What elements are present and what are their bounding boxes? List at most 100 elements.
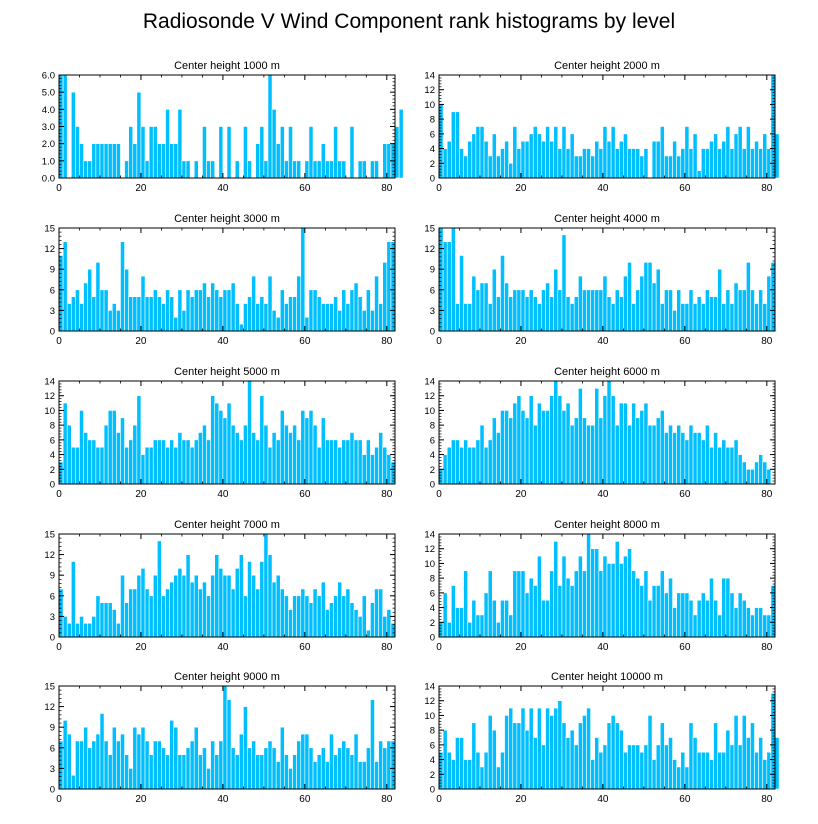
bar <box>193 574 199 638</box>
bar <box>75 622 80 638</box>
bar <box>446 241 452 332</box>
bar <box>255 588 261 638</box>
bar <box>692 303 698 332</box>
bar <box>181 310 187 332</box>
bar <box>107 602 113 638</box>
bar <box>618 296 624 332</box>
bar <box>366 747 371 790</box>
bar <box>95 143 101 179</box>
bar <box>569 303 575 332</box>
bar <box>750 148 755 179</box>
bar <box>664 592 669 638</box>
bar <box>627 424 632 485</box>
bar <box>353 282 359 332</box>
bar <box>210 395 216 485</box>
bar <box>312 588 318 638</box>
bar <box>284 160 289 179</box>
y-tick-label: 9 <box>430 265 435 276</box>
bar <box>733 133 739 179</box>
bar <box>128 439 134 485</box>
x-tick-label: 60 <box>299 642 311 653</box>
bar <box>279 726 285 790</box>
bar <box>680 432 686 485</box>
bar <box>631 744 636 790</box>
bar <box>128 768 134 790</box>
bar <box>238 733 244 790</box>
bar <box>70 296 76 332</box>
bar <box>91 439 97 485</box>
bar <box>541 599 546 638</box>
bar <box>639 751 645 790</box>
bar <box>316 296 322 332</box>
bar <box>504 282 509 332</box>
bar <box>267 275 273 332</box>
bar <box>329 160 334 179</box>
y-tick-label: 8 <box>430 421 435 432</box>
bar <box>500 410 505 485</box>
bar <box>741 148 747 179</box>
bar <box>316 754 322 790</box>
y-tick-label: 9 <box>50 265 55 276</box>
x-tick-label: 60 <box>299 336 311 347</box>
bar <box>337 310 343 332</box>
bar <box>438 468 444 485</box>
bar <box>455 737 460 790</box>
bar <box>349 126 355 179</box>
x-tick-label: 40 <box>597 489 609 500</box>
bar <box>58 461 64 485</box>
bar <box>549 570 555 638</box>
bar <box>177 289 183 332</box>
bar <box>496 432 501 485</box>
bar <box>582 715 587 790</box>
bar <box>394 126 400 179</box>
bar <box>353 733 359 790</box>
bar <box>610 303 616 332</box>
bar <box>325 160 330 179</box>
bar <box>181 754 187 790</box>
bar <box>140 726 146 790</box>
bar <box>357 160 363 179</box>
y-tick-label: 2 <box>430 465 435 476</box>
bar <box>532 126 538 179</box>
bar <box>713 599 718 638</box>
x-tick-label: 40 <box>597 794 609 805</box>
bar <box>725 126 731 179</box>
bar <box>541 410 546 485</box>
bar <box>382 143 388 179</box>
bar <box>185 439 191 485</box>
bar <box>189 446 195 485</box>
bar <box>664 289 669 332</box>
bar <box>635 744 641 790</box>
bar <box>561 234 567 332</box>
bar <box>651 282 657 332</box>
bar <box>312 761 318 790</box>
bar <box>296 595 302 638</box>
bar <box>713 432 718 485</box>
bar <box>263 533 269 638</box>
x-tick-label: 0 <box>56 642 62 653</box>
bar <box>193 160 199 179</box>
bar <box>198 289 203 332</box>
bar <box>251 432 256 485</box>
panel-2: Center height 2000 m 0 20 40 60 80 0 2 4 6 8 10 12 14 <box>424 60 780 194</box>
y-tick-label: 15 <box>44 530 55 541</box>
bar <box>300 227 306 332</box>
bar <box>487 439 493 485</box>
bar <box>341 289 347 332</box>
bar <box>758 148 764 179</box>
bar <box>386 241 392 332</box>
bar <box>647 424 653 485</box>
bar <box>279 126 285 179</box>
bar <box>594 140 600 179</box>
bar <box>234 754 240 790</box>
y-tick-label: 3 <box>50 612 55 623</box>
bar <box>467 303 473 332</box>
plot-frame <box>438 533 776 638</box>
bar <box>479 614 485 638</box>
bar <box>578 388 583 485</box>
x-tick-label: 60 <box>299 183 311 194</box>
bar <box>157 296 162 332</box>
bar <box>177 568 183 638</box>
bar <box>623 402 628 485</box>
bar <box>508 614 514 638</box>
